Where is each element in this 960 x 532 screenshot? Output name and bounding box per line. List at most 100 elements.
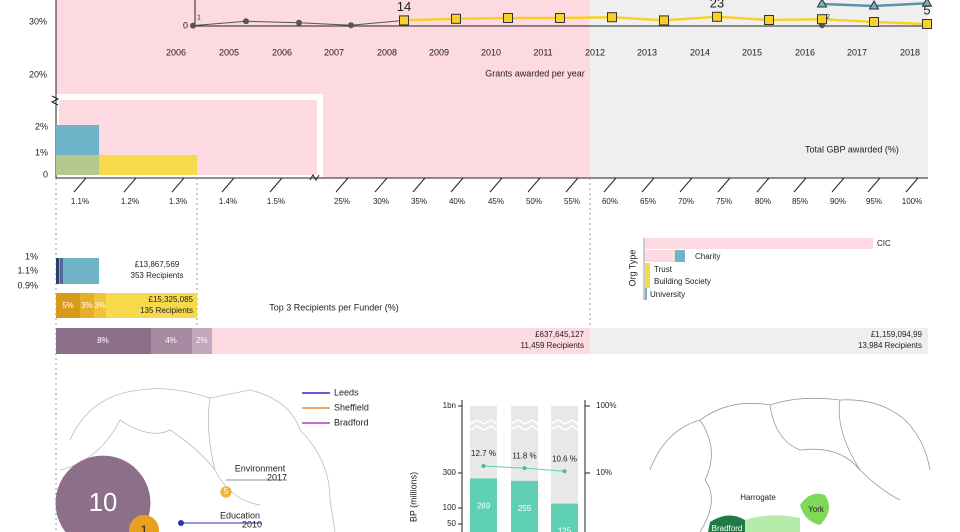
x-tick-label: 85% [792,197,808,206]
x-tick-label: 2017 [847,47,867,57]
segment-label: 5% [62,301,74,310]
axis-break [510,419,539,431]
point [451,13,461,24]
point [869,17,879,27]
tick [641,177,655,193]
bar [470,478,497,532]
x-tick-label: 2006 [166,47,186,57]
y-tick-label: 300 [443,468,457,477]
tick [221,177,235,193]
pct-point [481,464,486,469]
org-bar [645,288,647,300]
segment [106,293,197,318]
x-tick-label: 60% [602,197,618,206]
segment [56,328,151,354]
tick [450,177,464,193]
segment [212,328,590,354]
bubble-label: 1 [140,522,147,532]
annotation: 2010 [242,519,262,529]
segment [56,293,80,318]
pct-label: 12.7 % [471,449,496,458]
recipients: 13,984 Recipients [858,341,922,350]
place-label: Harrogate [740,493,776,502]
y-tick-label: 1% [35,147,48,157]
point-label: 14 [397,0,411,14]
point [399,15,409,26]
axis-title: BP (millions) [408,472,418,522]
x-tick-label: 2013 [637,47,657,57]
x-tick-label: 2014 [690,47,710,57]
point [764,15,774,25]
segment-label: 3% [81,301,93,310]
x-tick-label: 2009 [429,47,449,57]
tick [831,177,845,193]
point-label: 2 [826,14,830,21]
org-label: Trust [654,265,673,274]
pct-point [522,466,527,471]
bar-label: 269 [477,502,491,511]
place-label: Bradford [712,524,743,532]
tick [527,177,541,193]
x-tick-label: 80% [755,197,771,206]
x-tick-label: 65% [640,197,656,206]
org-bar [645,263,650,288]
y-tick-label: 100 [443,503,457,512]
bar [511,480,538,532]
amount: £1,159,094,99 [871,330,923,339]
bar [56,125,99,155]
x-tick-label: 70% [678,197,694,206]
x-tick-label: 1.5% [267,197,285,206]
segment-label: 8% [97,336,109,345]
org-label: Building Society [654,277,711,286]
point-label: 5 [923,2,930,17]
tick [793,177,807,193]
gray-bg [590,0,928,178]
x-tick-label: 95% [866,197,882,206]
tick [123,177,137,193]
x-tick-label: 1.1% [71,197,89,206]
x-tick-label: 30% [373,197,389,206]
x-tick-label: 2010 [481,47,501,57]
legend-label: Bradford [334,417,369,427]
tick [679,177,693,193]
bar [56,258,99,284]
tick [603,177,617,193]
bar [56,155,99,175]
point [190,22,196,29]
tick [756,177,770,193]
bubble [129,515,159,532]
bar-label: 255 [518,504,532,513]
segment [590,328,928,354]
org-label: CIC [877,239,891,248]
point [817,14,827,25]
x-tick-label: 100% [902,197,922,206]
y-tick-label: 30% [29,16,47,26]
y2-tick-label: 10% [596,468,612,477]
y-tick-label: 50 [447,519,456,528]
segment [192,328,212,354]
bar [99,155,197,175]
bubble [220,486,232,498]
segment [151,328,192,354]
x-tick-label: 2006 [272,47,292,57]
point [243,18,249,25]
x-tick-label: 55% [564,197,580,206]
tick [269,177,283,193]
x-tick-label: 75% [716,197,732,206]
x-tick-label: 50% [526,197,542,206]
tick [412,177,426,193]
bar [551,503,578,532]
tick [335,177,349,193]
point [712,11,722,22]
amount: £637,645,127 [535,330,584,339]
recipients: 11,459 Recipients [521,341,584,350]
tick [489,177,503,193]
x-tick-label: 90% [830,197,846,206]
point [816,0,828,8]
x-tick-label: 35% [411,197,427,206]
x-tick-label: 1.4% [219,197,237,206]
marker [178,520,184,526]
x-tick-label: 2011 [533,47,552,57]
